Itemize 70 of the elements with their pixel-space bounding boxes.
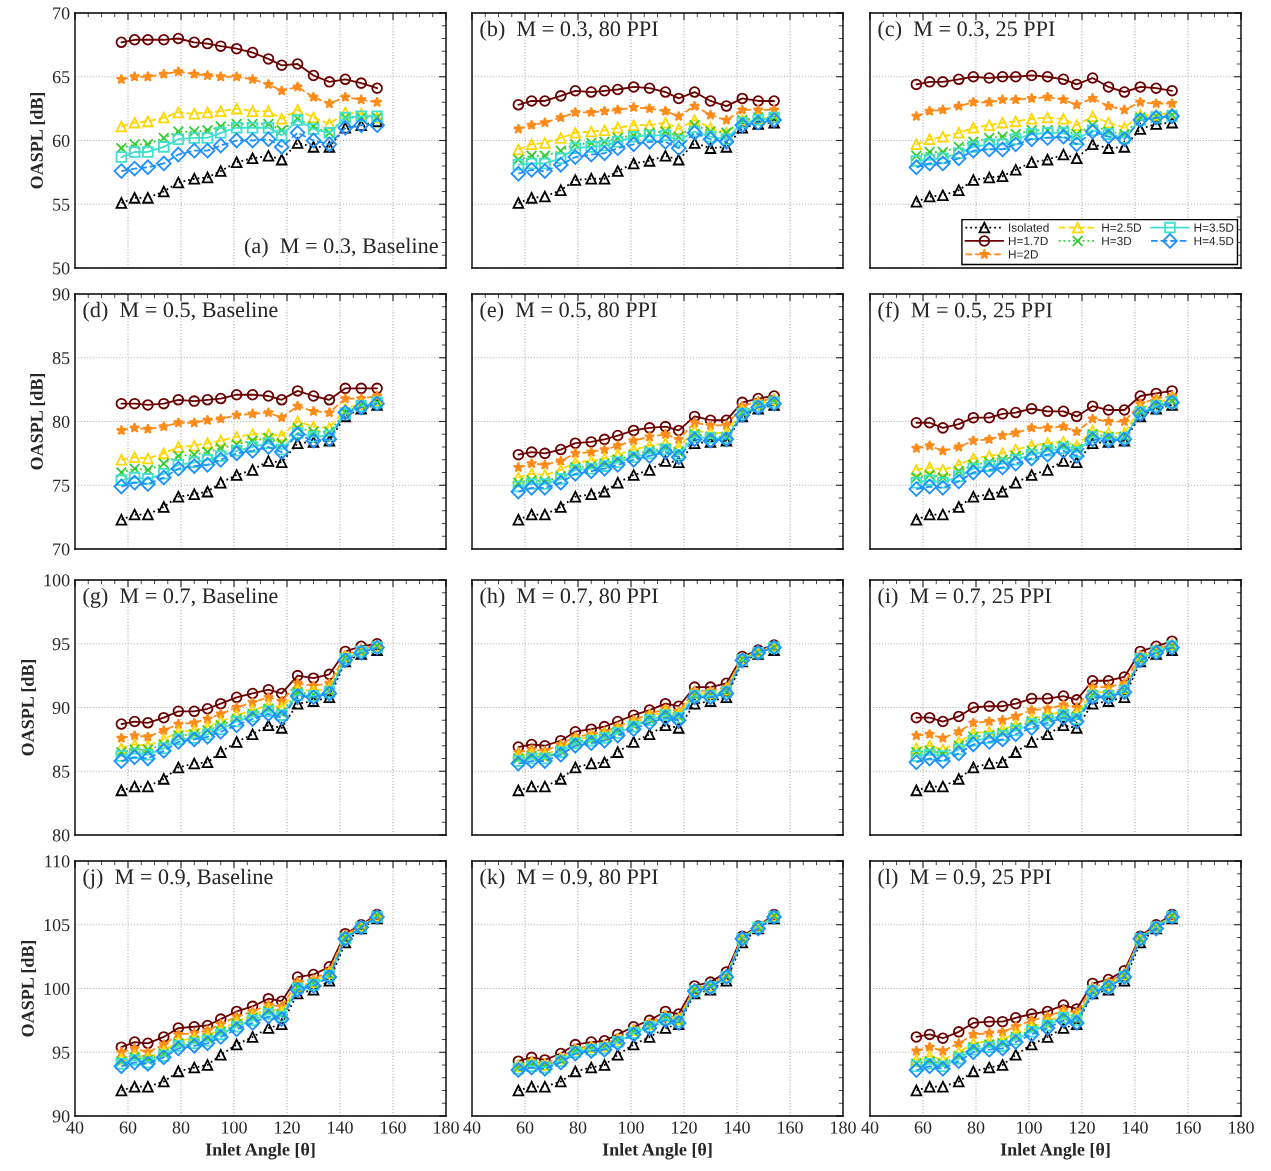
y-tick-label: 70 [53, 543, 70, 556]
chart-title: (h) M = 0.7, 80 PPI [480, 587, 658, 608]
x-axis-title: Inlet Angle [θ] [602, 1142, 712, 1160]
chart-title: (i) M = 0.7, 25 PPI [878, 587, 1051, 608]
y-tick-label: 65 [52, 71, 70, 84]
y-axis-title: OASPL [dB] [21, 659, 37, 756]
y-tick-label: 80 [52, 415, 70, 428]
x-tick-label: 60 [119, 1121, 137, 1134]
annotation: (a) M = 0.3, Baseline [244, 237, 438, 258]
y-tick-label: 110 [45, 855, 70, 868]
x-tick-label: 140 [328, 1121, 353, 1134]
x-tick-label: 180 [831, 1121, 856, 1134]
y-tick-label: 95 [52, 1046, 70, 1059]
y-axis-title: OASPL [dB] [21, 940, 37, 1037]
x-tick-label: 180 [1229, 1121, 1254, 1134]
x-tick-label: 100 [222, 1121, 247, 1134]
y-tick-label: 90 [52, 1110, 70, 1123]
x-axis-title: Inlet Angle [θ] [205, 1142, 315, 1160]
x-tick-label: 80 [569, 1121, 587, 1134]
chart-title: (f) M = 0.5, 25 PPI [878, 301, 1053, 323]
legend-label: H=4.5D [1194, 236, 1234, 246]
chart-title: (l) M = 0.9, 25 PPI [878, 868, 1051, 889]
x-tick-label: 120 [275, 1121, 300, 1134]
y-axis-title: OASPL [dB] [30, 373, 46, 470]
x-tick-label: 180 [434, 1121, 459, 1134]
y-tick-label: 75 [53, 479, 70, 492]
legend-label: H=3D [1102, 236, 1132, 246]
legend-label: H=3.5D [1194, 223, 1234, 232]
y-tick-label: 100 [44, 574, 70, 587]
x-tick-label: 40 [66, 1121, 84, 1134]
y-tick-label: 55 [53, 198, 70, 211]
chart-title: (j) M = 0.9, Baseline [83, 868, 273, 889]
legend-label: H=2.5D [1102, 223, 1142, 232]
chart-title: (d) M = 0.5, Baseline [83, 301, 278, 322]
x-tick-label: 120 [672, 1121, 697, 1134]
y-tick-label: 105 [44, 919, 70, 932]
x-tick-label: 140 [1123, 1121, 1148, 1134]
legend-label: Isolated [1009, 223, 1049, 232]
y-tick-label: 85 [52, 352, 70, 365]
y-tick-label: 70 [53, 7, 70, 20]
y-tick-label: 60 [52, 134, 70, 147]
x-tick-label: 100 [619, 1121, 644, 1134]
y-tick-label: 50 [53, 262, 70, 275]
x-tick-label: 60 [516, 1121, 534, 1134]
x-tick-label: 160 [381, 1121, 406, 1134]
y-tick-label: 100 [44, 982, 70, 995]
x-tick-label: 120 [1070, 1121, 1095, 1134]
x-tick-label: 80 [967, 1121, 985, 1134]
y-tick-label: 85 [52, 765, 70, 778]
y-tick-label: 90 [52, 701, 70, 714]
chart-title: (c) M = 0.3, 25 PPI [878, 20, 1055, 41]
chart-title: (b) M = 0.3, 80 PPI [480, 20, 658, 41]
legend-label: H=2D [1008, 250, 1038, 259]
x-tick-label: 60 [914, 1121, 932, 1134]
y-tick-label: 80 [52, 829, 70, 842]
x-tick-label: 40 [861, 1121, 879, 1134]
y-tick-label: 95 [52, 638, 70, 651]
chart-title: (g) M = 0.7, Baseline [83, 587, 278, 608]
x-tick-label: 160 [778, 1121, 803, 1134]
x-tick-label: 140 [725, 1121, 750, 1134]
x-tick-label: 160 [1176, 1121, 1201, 1134]
x-tick-label: 80 [172, 1121, 190, 1134]
chart-title: (e) M = 0.5, 80 PPI [480, 301, 657, 322]
y-tick-label: 90 [52, 288, 70, 301]
y-axis-title: OASPL [dB] [30, 92, 46, 189]
x-tick-label: 40 [463, 1121, 481, 1134]
x-tick-label: 100 [1017, 1121, 1042, 1134]
chart-title: (k) M = 0.9, 80 PPI [480, 868, 658, 889]
x-axis-title: Inlet Angle [θ] [1000, 1142, 1110, 1160]
legend-label: H=1.7D [1008, 236, 1048, 246]
